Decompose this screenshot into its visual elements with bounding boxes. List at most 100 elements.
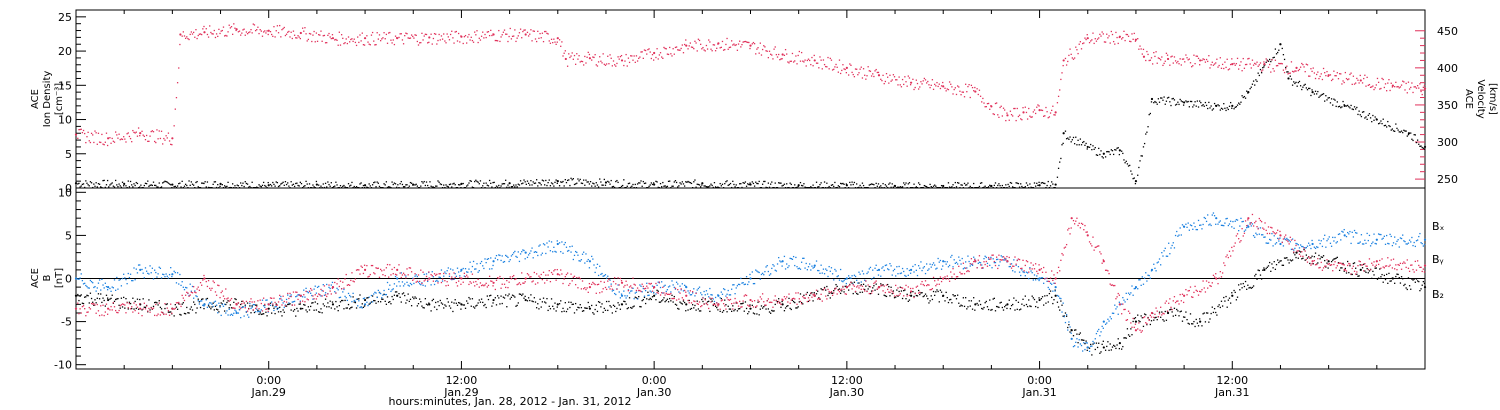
data-point bbox=[1114, 43, 1116, 45]
data-point bbox=[139, 186, 141, 188]
data-point bbox=[288, 185, 290, 187]
data-point bbox=[1358, 110, 1360, 112]
data-point bbox=[154, 314, 156, 317]
data-point bbox=[1169, 309, 1171, 311]
data-point bbox=[1341, 106, 1343, 108]
data-point bbox=[669, 297, 671, 300]
data-point bbox=[1311, 70, 1313, 73]
data-point bbox=[913, 183, 915, 185]
data-point bbox=[882, 266, 884, 268]
data-point bbox=[939, 289, 942, 291]
data-point bbox=[705, 186, 708, 188]
data-point bbox=[1154, 55, 1156, 58]
data-point bbox=[110, 305, 112, 308]
data-point bbox=[1022, 271, 1024, 273]
data-point bbox=[611, 312, 613, 314]
data-point bbox=[500, 185, 502, 187]
data-point bbox=[283, 184, 285, 186]
data-point bbox=[1102, 320, 1105, 323]
data-point bbox=[602, 311, 604, 313]
data-point bbox=[1017, 266, 1020, 268]
data-point bbox=[1127, 35, 1130, 37]
data-point bbox=[547, 181, 549, 184]
data-point bbox=[428, 36, 431, 39]
data-point bbox=[1219, 220, 1221, 222]
data-point bbox=[811, 265, 813, 267]
data-point bbox=[1150, 320, 1153, 322]
data-point bbox=[1085, 340, 1087, 342]
data-point bbox=[850, 64, 852, 66]
data-point bbox=[1131, 334, 1133, 336]
data-point bbox=[853, 181, 856, 184]
data-point bbox=[1194, 62, 1196, 65]
data-point bbox=[391, 181, 393, 183]
data-point bbox=[1247, 225, 1250, 228]
data-point bbox=[900, 272, 903, 274]
data-point bbox=[1192, 106, 1194, 108]
data-point bbox=[253, 304, 256, 306]
data-point bbox=[484, 303, 486, 306]
data-point bbox=[589, 180, 592, 183]
data-point bbox=[392, 298, 394, 301]
data-point bbox=[260, 313, 262, 316]
data-point bbox=[831, 273, 834, 275]
data-point bbox=[331, 37, 335, 40]
data-point bbox=[1108, 35, 1110, 37]
data-point bbox=[399, 183, 401, 185]
data-point bbox=[162, 182, 164, 184]
data-point bbox=[1298, 247, 1301, 249]
data-point bbox=[993, 184, 995, 187]
data-point bbox=[717, 186, 719, 188]
data-point bbox=[770, 273, 772, 275]
data-point bbox=[1015, 182, 1017, 184]
data-point bbox=[1262, 234, 1264, 236]
data-point bbox=[1399, 282, 1402, 284]
data-point bbox=[1156, 62, 1158, 64]
data-point bbox=[562, 252, 564, 254]
data-point bbox=[673, 295, 675, 298]
data-point bbox=[220, 291, 222, 294]
data-point bbox=[1095, 40, 1098, 42]
data-point bbox=[973, 182, 975, 185]
data-point bbox=[635, 297, 638, 299]
data-point bbox=[1223, 296, 1225, 299]
data-point bbox=[517, 35, 519, 37]
data-point bbox=[579, 61, 581, 63]
data-point bbox=[305, 180, 307, 183]
data-point bbox=[952, 266, 954, 268]
data-point bbox=[683, 284, 686, 286]
data-point bbox=[1090, 343, 1092, 346]
data-point bbox=[187, 312, 189, 314]
data-point bbox=[1107, 150, 1109, 153]
data-point bbox=[1114, 149, 1116, 151]
data-point bbox=[538, 37, 540, 39]
data-point bbox=[758, 180, 760, 183]
data-point bbox=[1052, 105, 1054, 107]
data-point bbox=[1361, 82, 1364, 84]
data-point bbox=[448, 183, 451, 186]
data-point bbox=[788, 62, 790, 64]
data-point bbox=[466, 42, 468, 44]
data-point bbox=[1075, 136, 1077, 138]
data-point bbox=[689, 308, 692, 310]
data-point bbox=[572, 178, 574, 180]
data-point bbox=[418, 283, 421, 285]
data-point bbox=[217, 183, 219, 186]
data-point bbox=[981, 307, 983, 310]
data-point bbox=[864, 288, 866, 291]
data-point bbox=[1282, 245, 1285, 247]
data-point bbox=[299, 307, 302, 310]
data-point bbox=[438, 304, 440, 307]
data-point bbox=[804, 186, 806, 188]
data-point bbox=[768, 186, 771, 188]
data-point bbox=[212, 183, 214, 186]
data-point bbox=[1266, 242, 1268, 244]
data-point bbox=[377, 289, 379, 292]
data-point bbox=[102, 284, 104, 286]
data-point bbox=[232, 183, 234, 185]
data-point bbox=[592, 56, 594, 58]
data-point bbox=[274, 312, 276, 315]
data-point bbox=[330, 307, 332, 309]
data-point bbox=[149, 135, 151, 137]
data-point bbox=[219, 32, 221, 35]
